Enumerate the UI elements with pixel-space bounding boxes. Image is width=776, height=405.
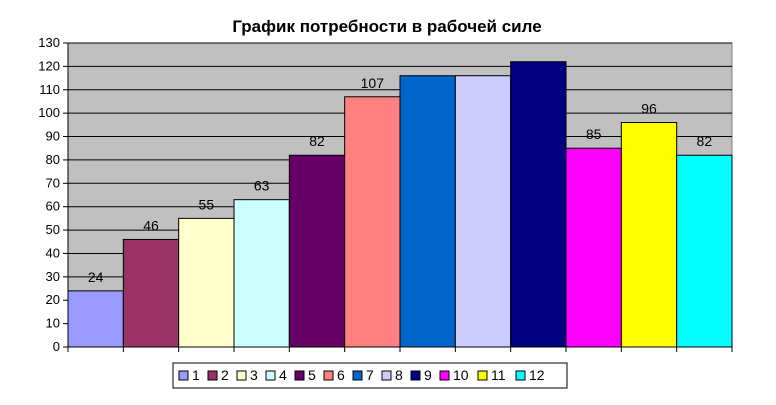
legend-label-4: 4 — [279, 367, 287, 383]
legend-label-11: 11 — [491, 367, 506, 383]
legend-swatch-5 — [294, 370, 305, 381]
data-label: 82 — [309, 133, 325, 149]
legend-label-12: 12 — [529, 367, 545, 383]
legend-label-3: 3 — [250, 367, 258, 383]
data-label: 55 — [199, 196, 215, 212]
legend-swatch-4 — [265, 370, 276, 381]
legend-swatch-1 — [178, 370, 189, 381]
legend-label-5: 5 — [308, 367, 316, 383]
legend-swatch-8 — [381, 370, 392, 381]
data-label: 63 — [254, 178, 270, 194]
data-label: 96 — [641, 101, 657, 117]
bar-1 — [67, 290, 124, 348]
bar-11 — [620, 122, 678, 348]
legend-label-1: 1 — [192, 367, 200, 383]
y-tick-label: 60 — [46, 199, 60, 214]
y-tick-label: 80 — [46, 152, 60, 167]
y-tick-label: 30 — [46, 269, 60, 284]
legend-label-8: 8 — [395, 367, 403, 383]
legend-label-2: 2 — [221, 367, 229, 383]
data-label: 107 — [361, 75, 385, 91]
y-tick-label: 90 — [46, 129, 60, 144]
y-tick-label: 110 — [39, 82, 60, 97]
bar-12 — [676, 154, 733, 348]
data-label: 82 — [697, 133, 713, 149]
legend-swatch-6 — [323, 370, 334, 381]
y-tick-label: 100 — [38, 105, 60, 120]
bar-5 — [288, 154, 346, 348]
y-tick-label: 0 — [53, 339, 60, 354]
y-tick-label: 20 — [46, 292, 60, 307]
bar-6 — [344, 96, 401, 348]
legend-swatch-3 — [236, 370, 247, 381]
legend-label-10: 10 — [453, 367, 469, 383]
y-tick-label: 50 — [46, 222, 60, 237]
y-tick-label: 130 — [38, 35, 60, 50]
y-tick-label: 40 — [46, 245, 60, 260]
chart-title: График потребности в рабочей силе — [232, 17, 541, 36]
data-label: 24 — [88, 269, 104, 285]
legend-swatch-11 — [477, 370, 488, 381]
bar-10 — [565, 147, 622, 348]
bar-8 — [454, 75, 512, 348]
legend-swatch-7 — [352, 370, 363, 381]
y-tick-label: 70 — [46, 175, 60, 190]
bar-4 — [233, 199, 290, 348]
bar-2 — [122, 238, 180, 348]
legend-swatch-2 — [207, 370, 218, 381]
legend-label-6: 6 — [337, 367, 345, 383]
data-label: 46 — [143, 217, 159, 233]
bar-3 — [178, 217, 235, 348]
legend-swatch-12 — [515, 370, 526, 381]
legend-label-9: 9 — [424, 367, 432, 383]
y-tick-label: 10 — [46, 316, 60, 331]
bar-9 — [510, 61, 567, 348]
legend-swatch-9 — [410, 370, 421, 381]
bar-7 — [399, 75, 456, 348]
legend-label-7: 7 — [366, 367, 374, 383]
data-label: 85 — [586, 126, 602, 142]
legend-swatch-10 — [439, 370, 450, 381]
y-tick-label: 120 — [38, 58, 60, 73]
